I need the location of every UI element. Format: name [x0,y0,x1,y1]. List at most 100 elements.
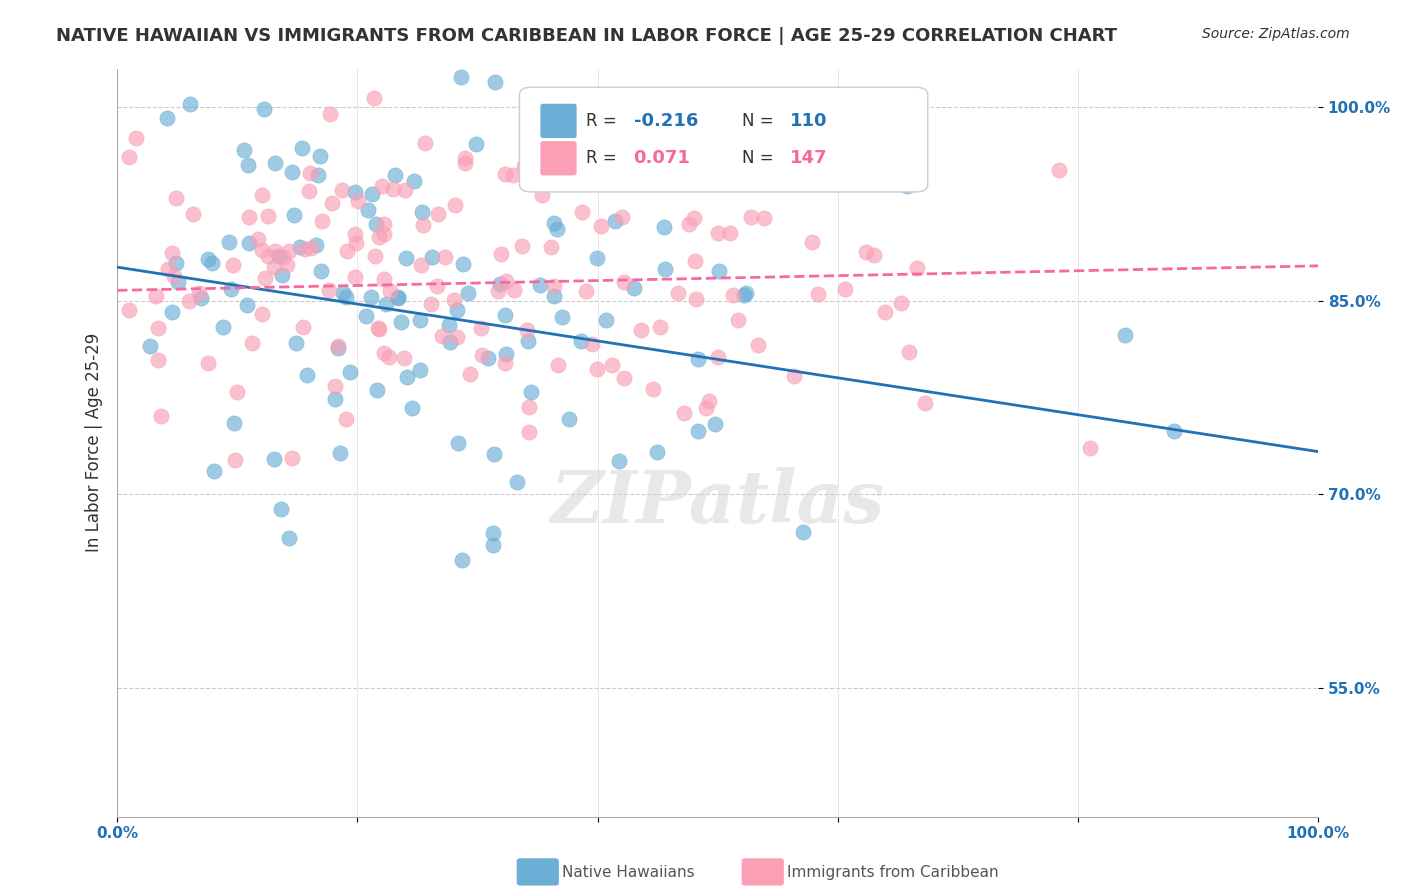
Point [283,208,305,222]
Point [368,229,391,244]
Point [165,256,187,270]
Point [896,179,918,194]
Point [591,19,613,33]
Point [427,206,450,220]
Point [502,283,524,297]
Point [311,214,333,228]
Point [766,95,789,109]
Point [165,191,187,205]
Point [540,240,562,254]
Point [754,211,776,225]
Point [863,248,886,262]
Point [516,323,538,337]
Point [281,165,304,179]
Text: N =: N = [741,112,779,130]
Point [373,346,395,360]
Point [332,285,354,300]
Point [654,220,676,235]
Point [695,401,717,415]
Point [453,155,475,169]
Point [222,416,245,430]
Point [905,260,928,275]
Text: R =: R = [585,149,627,168]
Point [363,91,385,105]
Point [707,226,730,240]
Point [232,143,254,157]
Point [1163,425,1185,439]
Point [747,338,769,352]
Point [672,162,695,177]
Point [586,361,609,376]
FancyBboxPatch shape [541,104,576,137]
Point [125,131,148,145]
Point [643,382,665,396]
Point [204,464,226,478]
Point [558,412,581,426]
Point [516,334,538,349]
Point [571,204,593,219]
Point [323,379,346,393]
Point [394,183,416,197]
Point [321,196,343,211]
Text: 147: 147 [790,149,827,168]
Point [360,290,382,304]
Point [326,339,349,353]
Point [454,151,477,165]
Point [875,305,897,319]
Point [718,226,741,240]
Point [489,277,512,291]
Point [412,218,434,232]
Point [271,268,294,283]
Point [519,384,541,399]
Point [645,445,668,459]
FancyBboxPatch shape [541,142,576,175]
Point [373,272,395,286]
Point [364,248,387,262]
Point [197,356,219,370]
Text: ZIPatlas: ZIPatlas [551,467,884,538]
Point [495,274,517,288]
Point [197,252,219,267]
Point [380,284,402,298]
Point [238,235,260,250]
Point [735,285,758,300]
Point [211,320,233,334]
Point [547,359,569,373]
Point [613,275,636,289]
Point [550,310,572,324]
Point [517,425,540,439]
Point [419,297,441,311]
Point [727,312,749,326]
Point [806,286,828,301]
Point [299,166,322,180]
Text: 0.071: 0.071 [634,149,690,168]
Point [373,217,395,231]
Point [222,258,245,272]
Point [495,347,517,361]
Point [457,285,479,300]
Point [307,168,329,182]
Point [145,288,167,302]
Point [163,269,186,284]
Point [465,136,488,151]
Point [623,281,645,295]
Point [740,210,762,224]
Point [686,424,709,438]
Point [309,149,332,163]
Point [575,284,598,298]
Point [344,236,367,251]
Point [683,254,706,268]
Point [298,184,321,198]
Point [666,286,689,301]
Point [630,323,652,337]
Point [263,244,285,259]
Point [371,178,394,193]
Point [707,263,730,277]
Point [288,240,311,254]
Point [446,329,468,343]
Point [678,218,700,232]
Point [246,232,269,246]
Point [824,177,846,191]
Point [595,313,617,327]
Point [188,285,211,300]
